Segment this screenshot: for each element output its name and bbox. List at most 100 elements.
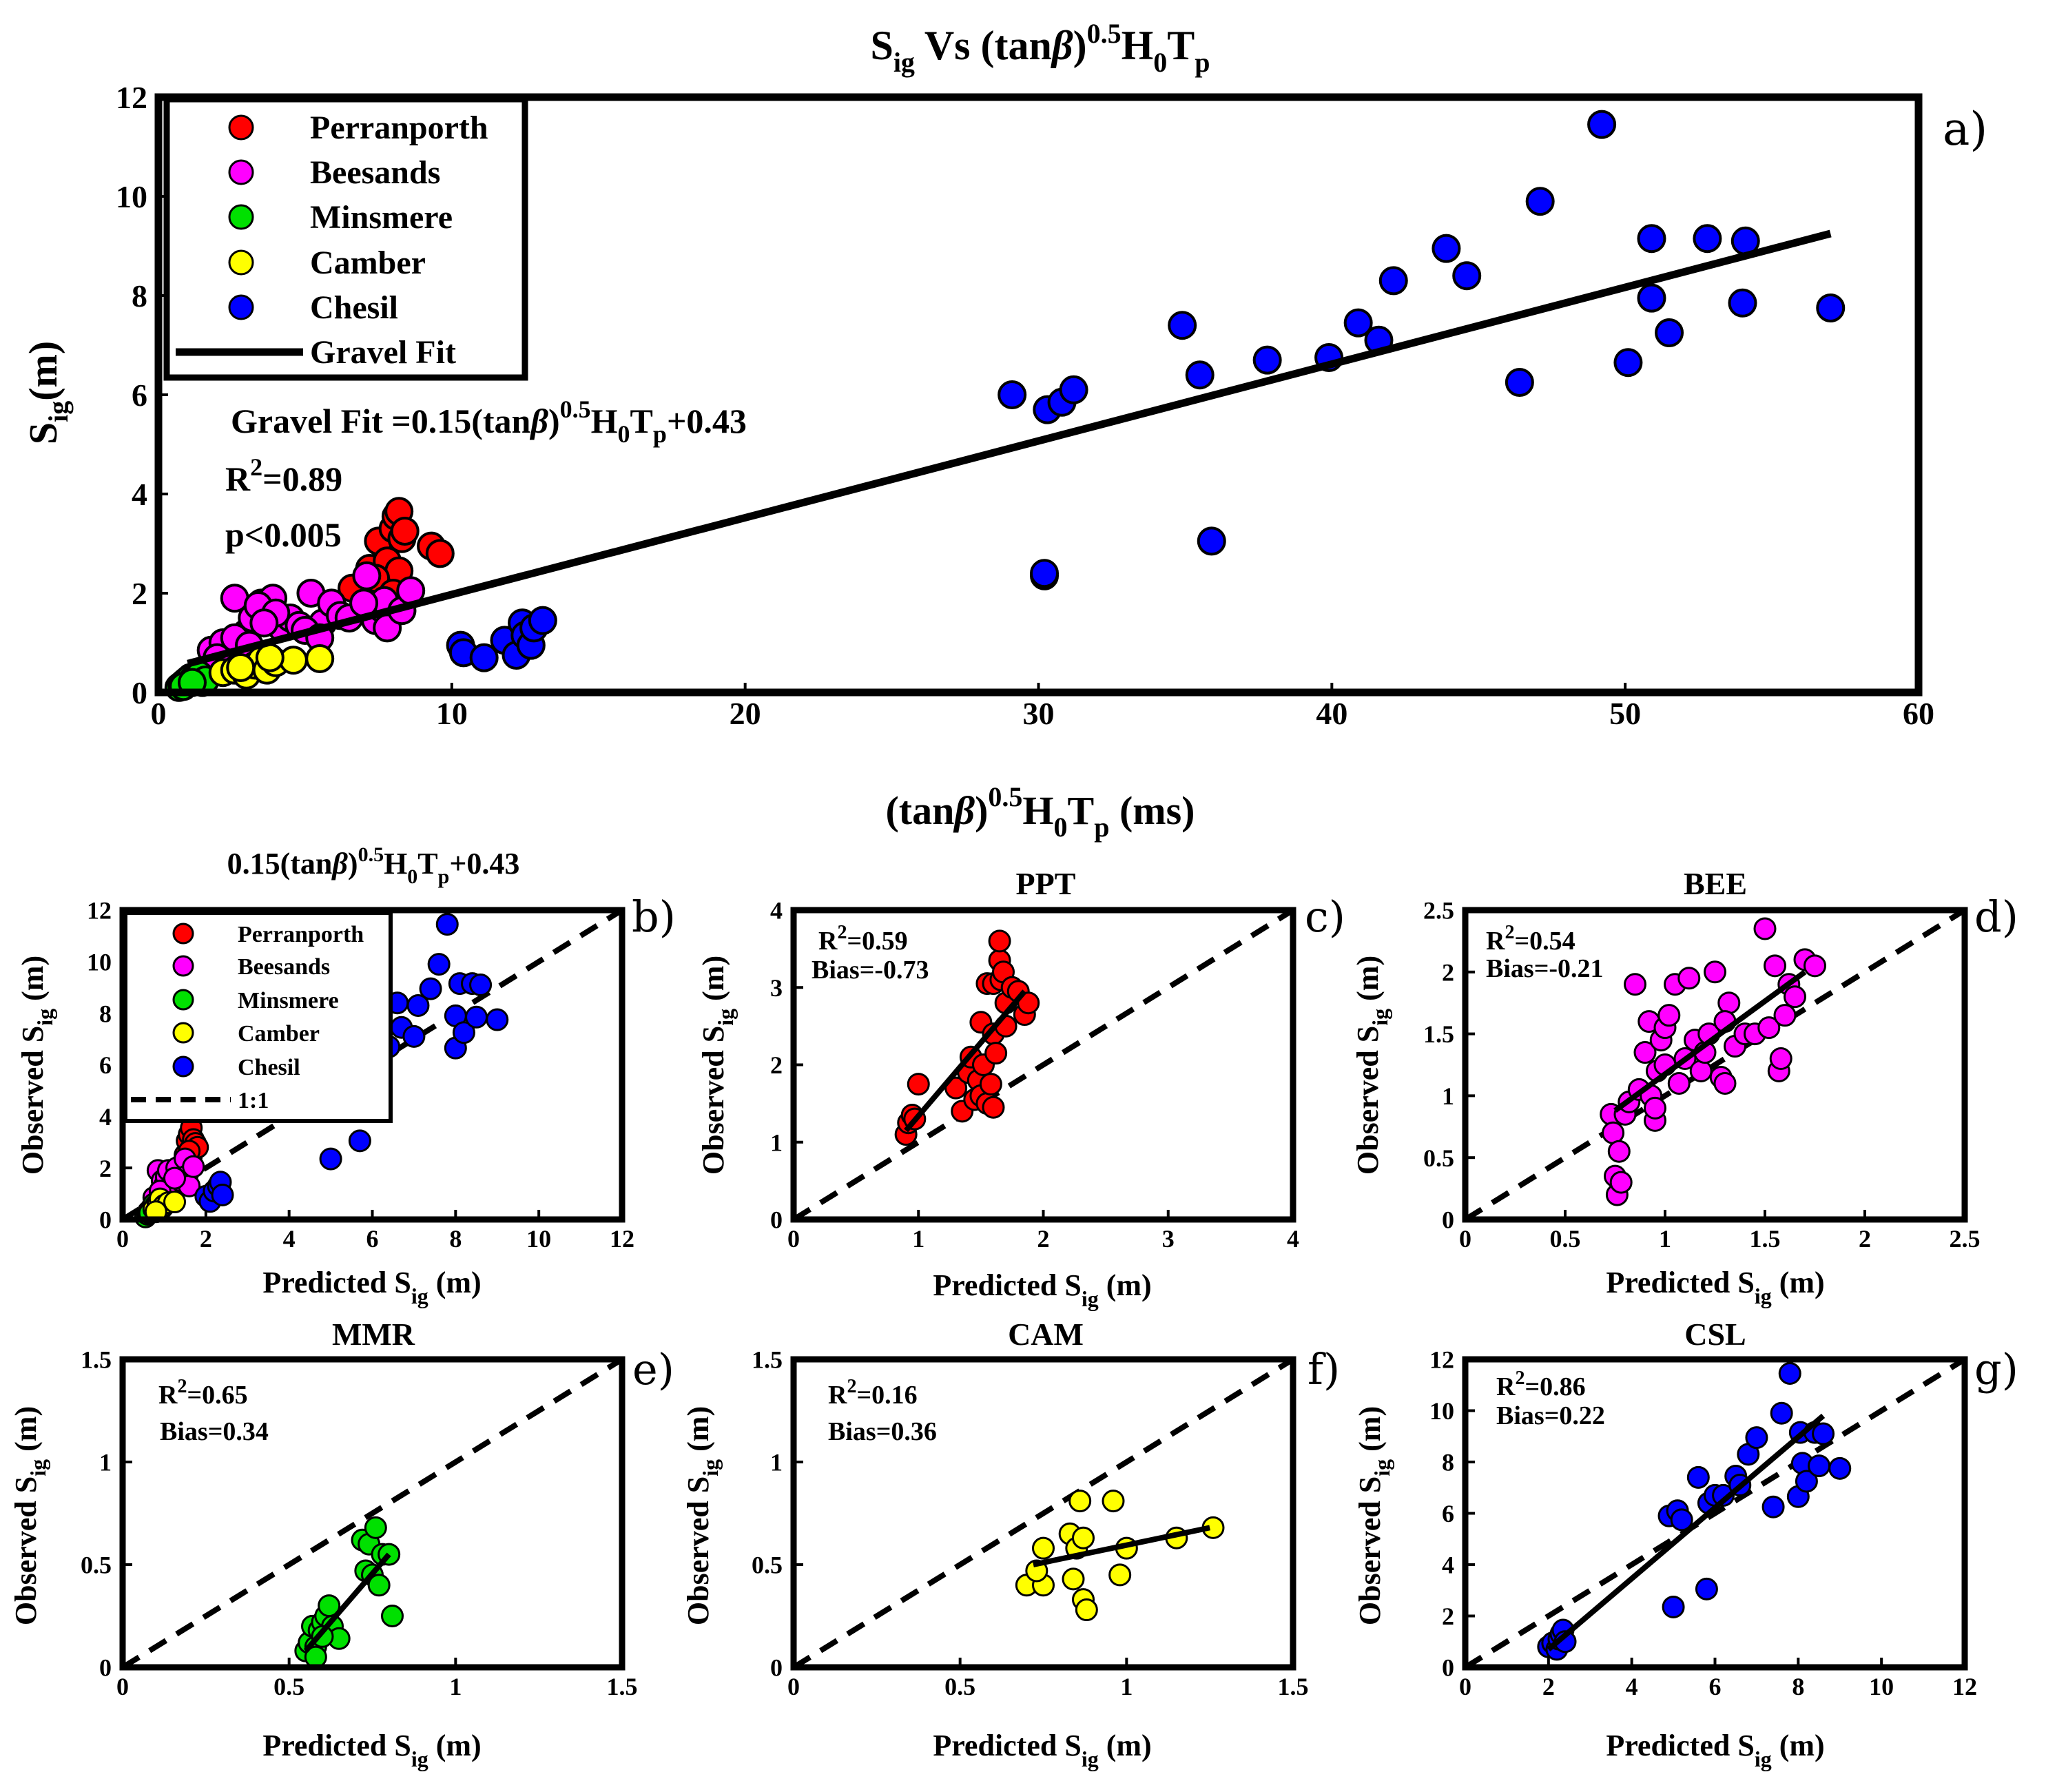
point-perranporth	[979, 1073, 1002, 1096]
panel-a-xticks: 0 10 20 30 40 50 60	[151, 683, 1934, 731]
panel-b-ytick-label: 6	[99, 1051, 112, 1079]
panel-c: PPT 0 1 2 3 4 0 1 2 3 4 R2=0.59 Bias=-0.73 c) Pr…	[696, 866, 1345, 1311]
point-perranporth	[425, 539, 455, 568]
panel-c-xtick-label: 0	[787, 1225, 800, 1253]
point-beesands	[1677, 967, 1701, 990]
legend-b-label-perranporth: Perranporth	[238, 922, 364, 947]
panel-d-r2: R2=0.54	[1486, 922, 1575, 956]
point-chesil	[1378, 266, 1408, 296]
panel-f-xtick-label: 0	[787, 1673, 800, 1700]
panel-b-legend: Perranporth Beesands Minsmere Camber Che…	[123, 911, 393, 1123]
panel-b-xticks: 0 2 4 6 8 10 12	[116, 1210, 634, 1253]
panel-d-xtick-label: 2.5	[1950, 1225, 1981, 1253]
point-chesil	[1693, 224, 1722, 254]
point-chesil	[1808, 1454, 1831, 1478]
panel-b-xtick-label: 12	[610, 1225, 634, 1253]
point-beesands	[1609, 1171, 1633, 1194]
panel-g-axes-box	[1462, 1356, 1968, 1671]
point-beesands	[1704, 960, 1726, 984]
panel-e-xtick-label: 1	[449, 1673, 462, 1700]
panel-a-xtick-label: 40	[1316, 696, 1347, 731]
panel-e-xtick-label: 1.5	[607, 1673, 638, 1700]
panel-g-xtick-label: 10	[1869, 1673, 1894, 1700]
panel-d-one-to-one-line	[1463, 907, 1967, 1222]
point-chesil	[1185, 360, 1215, 390]
panel-d-ytick-label: 1.5	[1423, 1020, 1454, 1048]
panel-e-title: MMR	[332, 1317, 415, 1352]
point-camber	[1108, 1563, 1132, 1587]
panel-b-ytick-label: 12	[87, 897, 112, 925]
panel-g-xlabel: Predicted Sig (m)	[1606, 1729, 1824, 1771]
panel-f-ytick-label: 1	[770, 1449, 783, 1476]
panel-d-ytick-label: 0	[1442, 1206, 1454, 1234]
panel-g: CSL 0 2 4 6 8 10 12 0 2 4 6 8 10 12 R2=0.86 Bias=0.2…	[1353, 1317, 2018, 1771]
panel-g-title: CSL	[1684, 1317, 1746, 1352]
panel-f-ref	[792, 1357, 1295, 1670]
point-minsmere	[364, 1516, 387, 1539]
panel-e-ytick-label: 1	[99, 1449, 112, 1476]
point-chesil	[1686, 1465, 1710, 1489]
point-perranporth	[390, 517, 420, 546]
panel-a-ytick-label: 12	[116, 80, 147, 115]
point-camber	[163, 1191, 187, 1214]
point-camber	[1062, 1567, 1085, 1591]
panel-f-title: CAM	[1008, 1317, 1084, 1352]
panel-f-yticks: 0 0.5 1 1.5	[752, 1346, 803, 1682]
point-beesands	[352, 561, 382, 590]
point-chesil	[1197, 526, 1226, 556]
panel-e-axes-box	[119, 1356, 626, 1671]
panel-a-xtick-label: 10	[436, 696, 468, 731]
point-beesands	[1602, 1121, 1625, 1144]
panel-f-r2: R2=0.16	[828, 1376, 918, 1410]
point-chesil	[1670, 1508, 1693, 1532]
panel-a-ytick-label: 4	[132, 477, 147, 512]
point-chesil	[435, 913, 459, 936]
panel-c-axes-box	[790, 907, 1296, 1223]
panel-b-ytick-label: 4	[99, 1103, 112, 1131]
panel-f-ytick-label: 0.5	[752, 1552, 783, 1579]
point-camber	[1032, 1536, 1055, 1560]
panel-f-xtick-label: 1	[1120, 1673, 1133, 1700]
point-chesil	[1662, 1595, 1685, 1618]
panel-e-ytick-label: 0	[99, 1654, 112, 1682]
panel-b-xtick-label: 8	[449, 1225, 462, 1253]
point-chesil	[1637, 283, 1666, 313]
point-chesil	[528, 606, 557, 635]
panel-g-ytick-label: 2	[1442, 1603, 1454, 1630]
panel-a-ylabel: Sig(m)	[21, 341, 74, 444]
panel-b-axes-box	[119, 907, 626, 1223]
panel-g-yticks: 0 2 4 6 8 10 12	[1429, 1346, 1475, 1682]
panel-d-ref	[1463, 907, 1967, 1222]
panel-b-title: 0.15(tanβ)0.5H0Tp+0.43	[227, 843, 520, 888]
point-chesil	[1059, 375, 1088, 404]
panel-a-yticks: 0 2 4 6 8 10 12	[116, 80, 168, 710]
panel-d-points	[1600, 917, 1826, 1206]
panel-g-xtick-label: 12	[1952, 1673, 1977, 1700]
panel-b-ytick-label: 2	[99, 1155, 112, 1182]
panel-d: BEE 0 0.5 1 1.5 2 2.5 0 0.5 1 1.5 2 2.5 R2=0.54 Bi…	[1351, 866, 2018, 1308]
point-chesil	[1770, 1401, 1793, 1425]
panel-g-ytick-label: 10	[1429, 1397, 1454, 1425]
point-beesands	[163, 1166, 187, 1190]
panel-a-title: Sig Vs (tanβ)0.5H0Tp	[870, 18, 1210, 78]
panel-a-ytick-label: 2	[132, 576, 147, 611]
legend-a-marker-beesands	[228, 159, 254, 185]
panel-e-label: e)	[632, 1344, 674, 1394]
panel-f-xtick-label: 1.5	[1278, 1673, 1309, 1700]
panel-b-xtick-label: 0	[116, 1225, 129, 1253]
legend-a-label-perranporth: Perranporth	[310, 110, 488, 146]
panel-d-ytick-label: 0.5	[1423, 1144, 1454, 1172]
panel-f-points	[1015, 1490, 1225, 1622]
point-beesands	[1753, 917, 1777, 940]
panel-g-ytick-label: 6	[1442, 1500, 1454, 1527]
panel-b-legend-box	[123, 911, 393, 1123]
point-camber	[305, 644, 335, 674]
panel-e-xlabel: Predicted Sig (m)	[262, 1729, 481, 1771]
point-chesil	[1587, 110, 1617, 139]
panel-a-xtick-label: 30	[1023, 696, 1055, 731]
panel-d-xtick-label: 1	[1659, 1225, 1671, 1253]
panel-a-ytick-label: 6	[132, 378, 147, 413]
point-chesil	[1505, 368, 1534, 397]
point-chesil	[1728, 288, 1757, 318]
